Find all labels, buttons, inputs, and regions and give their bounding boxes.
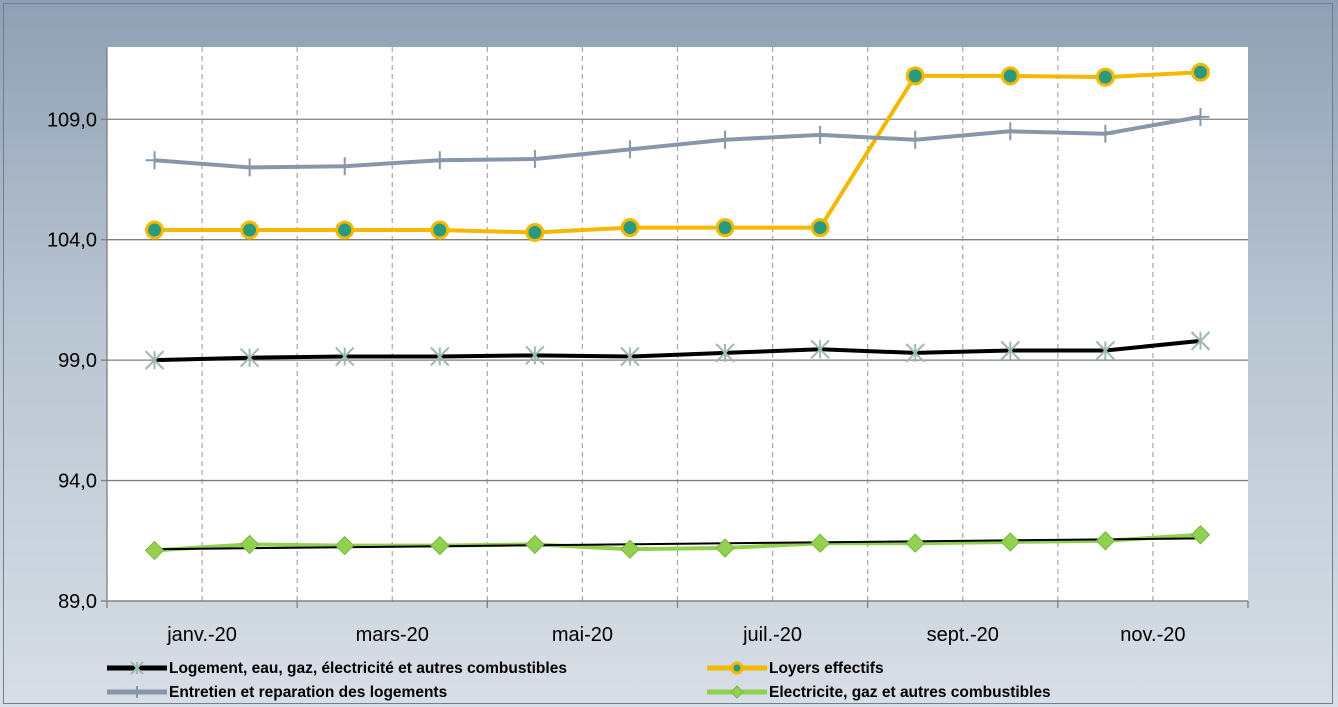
grid xyxy=(107,47,1248,602)
legend-label: Loyers effectifs xyxy=(769,660,884,677)
trendline xyxy=(154,537,1201,551)
data-point xyxy=(240,220,260,240)
series-0 xyxy=(144,331,1211,370)
data-point xyxy=(730,685,744,699)
data-point xyxy=(1190,62,1210,82)
axes xyxy=(101,47,1249,608)
data-point xyxy=(1001,122,1020,141)
x-tick-label: sept.-20 xyxy=(927,624,999,646)
y-tick-label: 104,0 xyxy=(47,230,97,252)
data-point xyxy=(715,538,735,558)
data-point xyxy=(430,151,449,170)
legend-item: Loyers effectifs xyxy=(707,660,884,677)
data-point xyxy=(1096,124,1115,143)
series-3 xyxy=(144,525,1211,561)
chart-border xyxy=(3,3,1333,704)
data-point xyxy=(430,346,450,367)
series-line xyxy=(154,338,1201,363)
data-point xyxy=(1191,107,1210,126)
y-tick-label: 94,0 xyxy=(58,471,97,493)
series-line xyxy=(154,532,1201,553)
data-point xyxy=(620,140,639,159)
series-1 xyxy=(145,62,1210,242)
y-tick-label: 99,0 xyxy=(58,350,97,372)
data-point xyxy=(1095,67,1115,87)
series-lines xyxy=(144,62,1211,561)
data-point xyxy=(810,533,830,553)
legend-label: Electricite, gaz et autres combustibles xyxy=(769,684,1051,701)
data-point xyxy=(240,158,259,177)
data-point xyxy=(730,661,744,675)
x-tick-label: nov.-20 xyxy=(1120,624,1185,646)
x-tick-label: mai-20 xyxy=(552,624,613,646)
data-point xyxy=(1000,66,1020,86)
legend-label: Entretien et reparation des logements xyxy=(169,684,447,701)
data-point xyxy=(131,686,143,698)
data-point xyxy=(335,535,355,556)
data-point xyxy=(145,220,165,240)
data-point xyxy=(715,218,735,238)
data-point xyxy=(716,130,735,149)
series-line xyxy=(154,70,1201,235)
data-point xyxy=(335,346,355,367)
data-point xyxy=(335,220,355,240)
data-point xyxy=(1095,531,1116,551)
data-point xyxy=(905,533,925,553)
data-point xyxy=(430,220,450,240)
x-tick-label: mars-20 xyxy=(356,624,429,646)
data-point xyxy=(144,350,165,370)
data-point xyxy=(905,343,925,363)
series-2 xyxy=(145,107,1210,177)
legend-item: Entretien et reparation des logements xyxy=(107,684,447,701)
y-tick-label: 109,0 xyxy=(47,109,97,131)
y-tick-label: 89,0 xyxy=(58,591,97,613)
data-point xyxy=(715,343,735,363)
x-axis-ticks: janv.-20 mars-20 mai-20 juil.-20 sept.-20 nov… xyxy=(166,624,1185,646)
data-point xyxy=(144,540,165,561)
data-point xyxy=(145,151,164,170)
legend-label: Logement, eau, gaz, électricité et autre… xyxy=(169,660,567,677)
x-tick-label: janv.-20 xyxy=(166,624,237,646)
legend-item: Electricite, gaz et autres combustibles xyxy=(707,684,1051,701)
data-point xyxy=(525,534,545,555)
data-point xyxy=(525,222,545,242)
legend-item: Logement, eau, gaz, électricité et autre… xyxy=(107,660,567,677)
data-point xyxy=(620,346,640,367)
data-point xyxy=(810,339,830,359)
data-point xyxy=(335,157,354,176)
y-axis-ticks: 89,0 94,0 99,0 104,0 109,0 xyxy=(47,109,97,613)
data-point xyxy=(1190,525,1211,545)
x-tick-label: juil.-20 xyxy=(742,624,802,646)
data-point xyxy=(620,218,640,238)
data-point xyxy=(239,348,260,368)
data-point xyxy=(525,150,544,169)
data-point xyxy=(525,345,545,366)
data-point xyxy=(130,661,144,675)
data-point xyxy=(1190,331,1211,351)
data-point xyxy=(811,125,830,144)
data-point xyxy=(1000,532,1020,552)
data-point xyxy=(905,66,925,86)
data-point xyxy=(239,534,260,555)
data-point xyxy=(810,218,830,238)
data-point xyxy=(430,535,450,556)
data-point xyxy=(906,130,925,149)
legend: Logement, eau, gaz, électricité et autre… xyxy=(107,660,1051,701)
series-line xyxy=(154,114,1201,170)
data-point xyxy=(1095,340,1116,361)
data-point xyxy=(1000,340,1020,361)
data-point xyxy=(620,539,640,559)
